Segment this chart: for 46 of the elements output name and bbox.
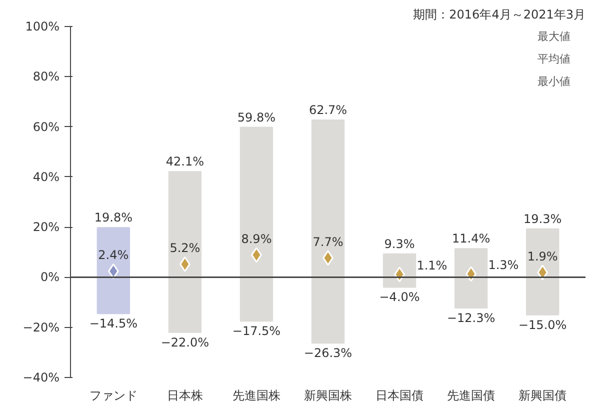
x-tick-label: 先進国債 <box>447 388 496 402</box>
x-tick-label: 新興国株 <box>304 388 352 402</box>
bar <box>454 248 488 309</box>
annotation: 最小値 <box>538 75 571 88</box>
data-label: 1.1% <box>416 258 448 272</box>
annotation: −4.0% <box>379 290 420 304</box>
x-tick-label: 新興国債 <box>518 388 567 402</box>
annotation: 42.1% <box>166 154 204 169</box>
y-tick-label: 20% <box>32 220 60 234</box>
data-label: 2.4% <box>98 248 129 262</box>
x-tick-label: 日本株 <box>166 388 203 402</box>
annotation: 59.8% <box>237 110 276 124</box>
annotation: 62.7% <box>308 103 348 118</box>
data-label: 8.9% <box>241 232 272 246</box>
bar <box>96 227 130 314</box>
annotation: 11.4% <box>452 232 490 246</box>
y-tick-label: −20% <box>22 320 60 334</box>
y-tick-label: 40% <box>32 170 60 184</box>
data-label: 1.3% <box>488 258 519 272</box>
y-tick-label: 80% <box>32 70 60 84</box>
x-tick-label: ファンド <box>89 388 138 402</box>
data-label: 5.2% <box>170 241 200 256</box>
bar <box>168 171 202 333</box>
x-tick-label: 日本国債 <box>376 388 424 402</box>
annotation: −15.0% <box>518 318 567 332</box>
bar <box>526 228 560 316</box>
annotation: −17.5% <box>232 324 281 338</box>
annotation: 19.8% <box>94 210 132 225</box>
annotation: 平均値 <box>538 52 571 66</box>
y-tick-label: −40% <box>22 370 60 384</box>
data-label: 1.9% <box>527 249 558 264</box>
data-label: 7.7% <box>312 234 344 249</box>
annotation: 9.3% <box>384 236 415 251</box>
bar <box>311 120 345 344</box>
annotation: 19.3% <box>524 212 562 226</box>
annotation: 最大値 <box>538 30 571 44</box>
y-tick-label: 0% <box>40 270 60 284</box>
x-tick-label: 先進国株 <box>232 388 280 402</box>
bar <box>240 126 274 322</box>
annotation: −22.0% <box>160 335 210 350</box>
annotation: −26.3% <box>304 346 352 360</box>
y-tick-label: 60% <box>32 120 60 134</box>
chart-subtitle: 期間：2016年4月～2021年3月 <box>413 8 586 22</box>
annotation: −14.5% <box>89 316 138 331</box>
y-tick-label: 100% <box>25 20 60 34</box>
annotation: −12.3% <box>446 311 496 326</box>
